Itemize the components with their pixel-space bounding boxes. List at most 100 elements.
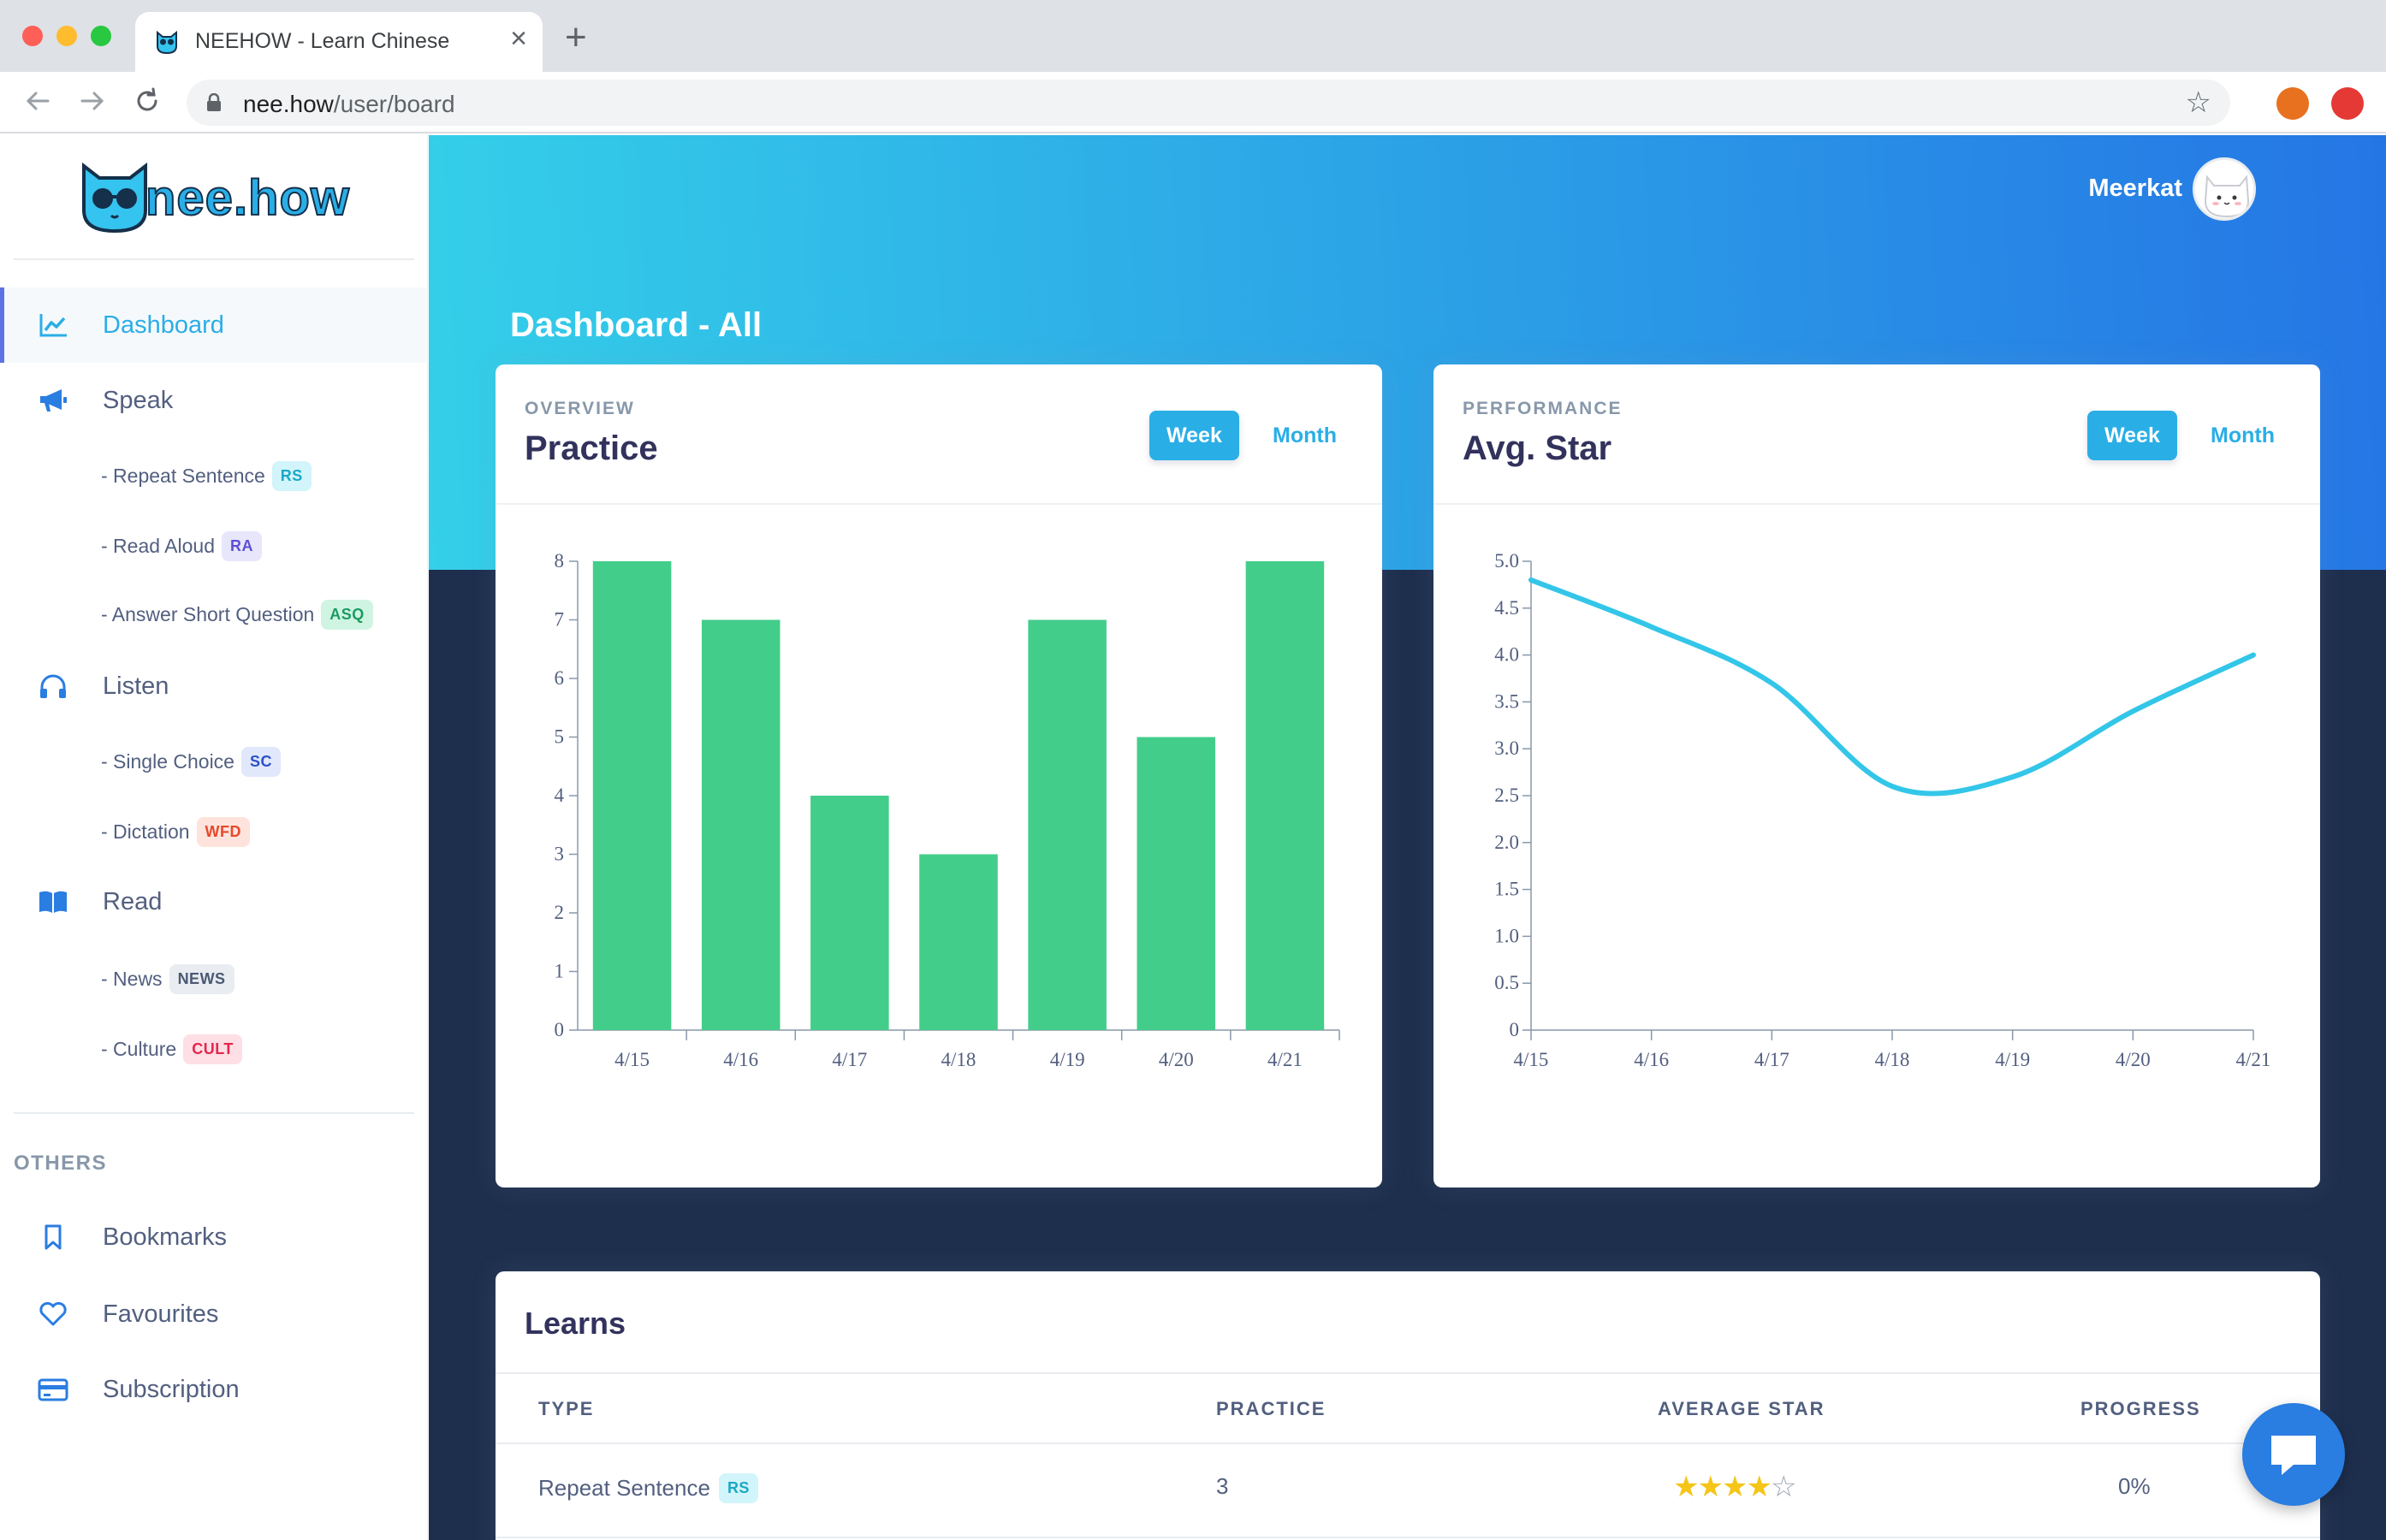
x-tick-label: 4/16: [1634, 1049, 1669, 1070]
cat-logo-icon: [82, 162, 147, 234]
sidebar-item-bookmarks[interactable]: Bookmarks: [0, 1199, 426, 1275]
bar[interactable]: [919, 854, 998, 1031]
credit-card-icon: [38, 1378, 68, 1401]
y-tick-label: 4.0: [1494, 644, 1519, 666]
card-overline: PERFORMANCE: [1463, 399, 1623, 418]
logo[interactable]: nee.how: [79, 161, 353, 238]
data-point[interactable]: [1768, 679, 1775, 686]
column-header-type: TYPE: [538, 1398, 595, 1419]
bar[interactable]: [1245, 561, 1325, 1030]
sidebar-subitem-answer-short-question[interactable]: - Answer Short Question ASQ: [101, 595, 373, 633]
data-point[interactable]: [2009, 773, 2016, 780]
avg-star-card: PERFORMANCE Avg. Star Week Month 0 0.5 1.0…: [1433, 364, 2320, 1188]
star-filled-icon: ★: [1721, 1471, 1748, 1503]
cell-practice: 3: [1216, 1473, 1229, 1499]
close-tab-icon[interactable]: ×: [510, 22, 527, 55]
sidebar-subitem-news[interactable]: - News NEWS: [101, 960, 234, 998]
card-header: PERFORMANCE Avg. Star Week Month: [1433, 364, 2320, 505]
y-tick-label: 5: [555, 726, 565, 748]
reload-icon[interactable]: [130, 84, 164, 118]
y-tick-label: 3: [555, 844, 565, 865]
x-tick-label: 4/17: [832, 1049, 867, 1070]
cat-avatar-icon: [2204, 175, 2250, 218]
bookmark-star-icon[interactable]: ☆: [2185, 86, 2211, 119]
sidebar-item-speak[interactable]: Speak: [0, 363, 426, 438]
week-toggle-button[interactable]: Week: [2087, 411, 2177, 460]
divider: [14, 1112, 414, 1114]
x-tick-label: 4/19: [1050, 1049, 1085, 1070]
close-window-button[interactable]: [22, 26, 43, 46]
sidebar-subitem-single-choice[interactable]: - Single Choice SC: [101, 743, 281, 780]
sidebar-subitem-dictation[interactable]: - Dictation WFD: [101, 813, 251, 850]
avatar[interactable]: [2193, 157, 2256, 221]
data-point[interactable]: [2250, 652, 2257, 659]
bar[interactable]: [592, 561, 672, 1030]
avg-star-line-chart: 0 0.5 1.0 1.5 2.0 2.5 3.0 3.5 4.0 4.5 5.0 4/15 4/16 4…: [1494, 550, 2271, 1070]
data-point[interactable]: [1889, 783, 1896, 790]
bar[interactable]: [1137, 737, 1216, 1031]
divider: [14, 258, 414, 260]
sidebar-item-label: Bookmarks: [103, 1223, 228, 1251]
sidebar-item-listen[interactable]: Listen: [0, 649, 426, 724]
sidebar-subitem-culture[interactable]: - Culture CULT: [101, 1030, 242, 1068]
browser-toolbar: nee.how/user/board ☆: [0, 72, 2386, 133]
address-bar[interactable]: nee.how/user/board ☆: [187, 80, 2230, 126]
extension-update-icon[interactable]: [2331, 87, 2364, 120]
new-tab-button[interactable]: +: [565, 16, 587, 58]
y-tick-label: 3.0: [1494, 737, 1519, 759]
back-icon[interactable]: [21, 84, 55, 118]
column-header-average-star: AVERAGE STAR: [1658, 1398, 1825, 1419]
data-point[interactable]: [2129, 708, 2136, 714]
sidebar-item-dashboard[interactable]: Dashboard: [0, 287, 426, 363]
subitem-label: - Culture: [101, 1037, 177, 1060]
x-tick-label: 4/19: [1995, 1049, 2030, 1070]
y-tick-label: 0: [555, 1019, 565, 1040]
forward-icon[interactable]: [75, 84, 110, 118]
chat-bubble-icon: [2271, 1436, 2316, 1475]
month-toggle-button[interactable]: Month: [2211, 423, 2275, 447]
week-toggle-button[interactable]: Week: [1149, 411, 1239, 460]
bar[interactable]: [1028, 619, 1107, 1031]
browser-tab-bar: NEEHOW - Learn Chinese × +: [0, 0, 2386, 72]
y-tick-label: 1.5: [1494, 879, 1519, 900]
y-tick-label: 2.0: [1494, 832, 1519, 853]
logo-text: nee.how: [145, 169, 351, 227]
card-title: Practice: [525, 429, 658, 467]
sidebar-item-label: Dashboard: [103, 311, 224, 339]
cell-progress: 0%: [2118, 1473, 2151, 1499]
subitem-label: - News: [101, 967, 163, 990]
maximize-window-button[interactable]: [91, 26, 111, 46]
data-point[interactable]: [1648, 624, 1655, 631]
extension-fox-icon[interactable]: [2276, 87, 2309, 120]
url-text: nee.how/user/board: [243, 91, 455, 118]
x-tick-label: 4/18: [1875, 1049, 1910, 1070]
y-tick-label: 2: [555, 902, 565, 923]
month-toggle-button[interactable]: Month: [1273, 423, 1337, 447]
table-row[interactable]: Repeat Sentence RS 3 ★ ★ ★ ★ ☆ 0%: [496, 1444, 2320, 1538]
bar[interactable]: [701, 619, 780, 1031]
sidebar: nee.how Dashboard Speak - Repeat Sentenc…: [0, 135, 428, 1540]
sidebar-item-subscription[interactable]: Subscription: [0, 1352, 426, 1427]
y-tick-label: 5.0: [1494, 550, 1519, 572]
card-title: Avg. Star: [1463, 429, 1612, 467]
x-tick-label: 4/21: [2236, 1049, 2271, 1070]
sidebar-subitem-repeat-sentence[interactable]: - Repeat Sentence RS: [101, 457, 312, 495]
data-point[interactable]: [1528, 577, 1534, 583]
y-tick-label: 4.5: [1494, 597, 1519, 619]
bar[interactable]: [810, 796, 889, 1030]
minimize-window-button[interactable]: [56, 26, 77, 46]
star-filled-icon: ★: [1697, 1471, 1724, 1503]
chat-button[interactable]: [2242, 1403, 2345, 1506]
user-name[interactable]: Meerkat: [2088, 175, 2182, 202]
subitem-label: - Single Choice: [101, 749, 234, 773]
browser-tab[interactable]: NEEHOW - Learn Chinese ×: [135, 12, 543, 72]
y-tick-label: 3.5: [1494, 690, 1519, 712]
sidebar-subitem-read-aloud[interactable]: - Read Aloud RA: [101, 527, 262, 565]
practice-bar-chart: 0 1 2 3 4 5 6 7 8 4/15 4/16 4/17 4/18 4/19 4/20 4/21: [555, 550, 1340, 1070]
tab-title: NEEHOW - Learn Chinese: [195, 29, 450, 53]
sidebar-item-favourites[interactable]: Favourites: [0, 1276, 426, 1352]
subitem-label: - Dictation: [101, 820, 190, 843]
sidebar-item-read[interactable]: Read: [0, 864, 426, 939]
practice-card: OVERVIEW Practice Week Month 0 1 2 3 4 5 6 7 8 4/…: [496, 364, 1382, 1188]
page-title: Dashboard - All: [510, 306, 763, 344]
